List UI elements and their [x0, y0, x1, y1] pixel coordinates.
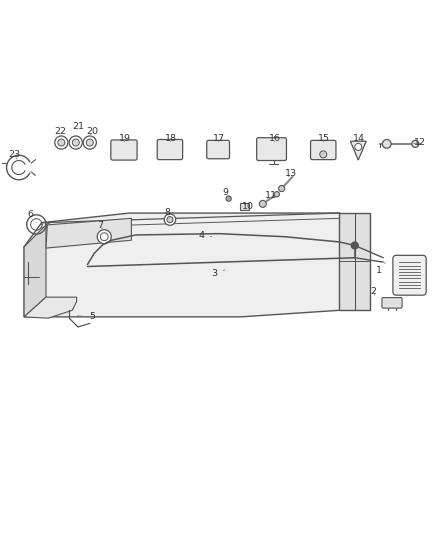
Circle shape [167, 216, 173, 223]
Text: 8: 8 [164, 208, 170, 217]
Text: 3: 3 [212, 270, 225, 278]
Text: 18: 18 [165, 134, 177, 143]
Text: 15: 15 [318, 134, 330, 143]
Circle shape [100, 233, 108, 241]
Circle shape [55, 136, 68, 149]
Bar [240, 204, 249, 209]
Text: 4: 4 [198, 231, 212, 240]
Text: 2: 2 [370, 287, 376, 296]
Polygon shape [24, 225, 46, 317]
Text: 17: 17 [213, 134, 225, 143]
Polygon shape [24, 297, 77, 318]
FancyBboxPatch shape [207, 140, 230, 159]
Circle shape [86, 139, 93, 146]
Text: 23: 23 [8, 150, 20, 159]
Circle shape [355, 143, 362, 150]
Circle shape [97, 230, 111, 244]
Circle shape [279, 185, 285, 191]
Circle shape [226, 196, 231, 201]
FancyBboxPatch shape [111, 140, 137, 160]
Text: 19: 19 [119, 134, 131, 143]
Circle shape [351, 242, 358, 249]
Polygon shape [46, 219, 131, 248]
Text: 10: 10 [241, 202, 254, 211]
FancyBboxPatch shape [311, 140, 336, 159]
Circle shape [69, 136, 82, 149]
Text: 9: 9 [223, 189, 229, 197]
Circle shape [382, 140, 391, 148]
Text: 1: 1 [376, 262, 385, 276]
FancyBboxPatch shape [157, 140, 183, 159]
Circle shape [259, 200, 266, 207]
Text: 20: 20 [86, 127, 98, 136]
FancyBboxPatch shape [382, 297, 402, 308]
Text: 12: 12 [413, 139, 426, 148]
Circle shape [320, 151, 327, 158]
Text: 5: 5 [77, 312, 95, 321]
Text: 11: 11 [265, 191, 277, 199]
Text: 16: 16 [269, 134, 281, 143]
Text: 7: 7 [97, 221, 103, 230]
Circle shape [164, 214, 176, 225]
Polygon shape [24, 213, 361, 317]
Text: 13: 13 [285, 169, 297, 178]
Circle shape [58, 139, 65, 146]
Circle shape [72, 139, 79, 146]
Text: 6: 6 [28, 211, 36, 223]
FancyBboxPatch shape [393, 255, 426, 295]
Text: 21: 21 [72, 122, 84, 137]
Polygon shape [339, 213, 370, 310]
FancyBboxPatch shape [257, 138, 286, 160]
Text: 14: 14 [353, 134, 365, 143]
Circle shape [83, 136, 96, 149]
Circle shape [274, 191, 279, 197]
Circle shape [412, 140, 419, 147]
Polygon shape [350, 141, 366, 160]
Text: 22: 22 [54, 127, 67, 136]
